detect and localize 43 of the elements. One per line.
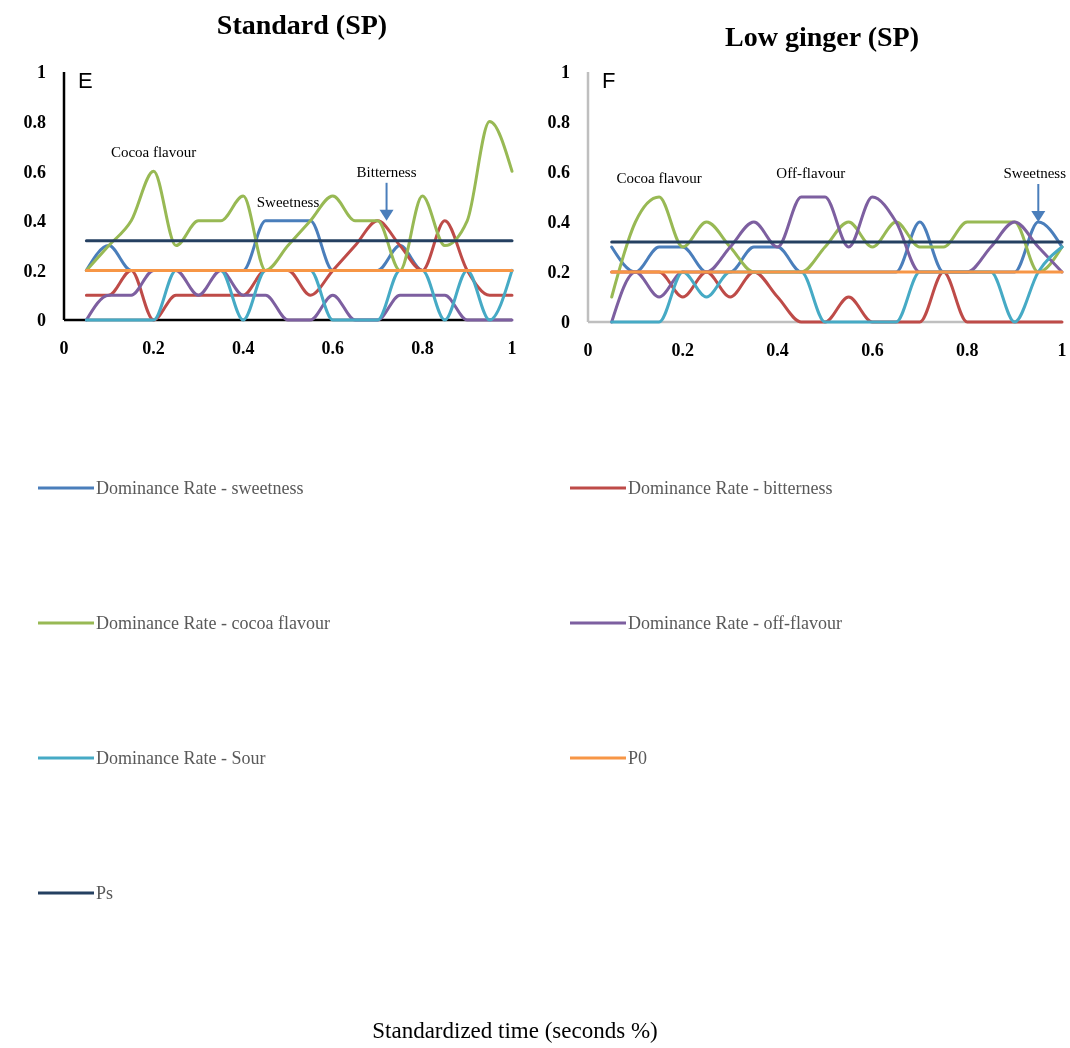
legend-label: Dominance Rate - sweetness — [96, 478, 304, 499]
annotation: Bitterness — [356, 163, 417, 180]
y-tick-label: 0.4 — [23, 211, 46, 232]
x-tick-label: 0.6 — [861, 340, 884, 360]
x-tick-label: 0.2 — [142, 338, 165, 358]
annotation: Sweetness — [1003, 165, 1067, 181]
x-tick-label: 0.4 — [231, 338, 255, 358]
y-tick-label: 0.8 — [23, 111, 46, 132]
annotation: Cocoa flavour — [110, 144, 197, 161]
annotation: Off-flavour — [776, 165, 846, 181]
legend-label: P0 — [628, 748, 648, 769]
y-tick-label: 0.8 — [547, 112, 570, 133]
x-tick-label: 0.2 — [671, 340, 695, 360]
legend-label: Dominance Rate - bitterness — [628, 478, 833, 499]
x-axis-title: Standardized time (seconds %) — [372, 1018, 658, 1043]
chart-title: Standard (SP) — [216, 9, 388, 40]
x-tick-label: 0 — [583, 340, 593, 360]
line-series — [84, 120, 514, 272]
y-tick-label: 0.4 — [547, 212, 570, 233]
x-tick-label: 1 — [1057, 340, 1067, 360]
y-tick-label: 0.2 — [23, 260, 46, 281]
legend-label: Dominance Rate - off-flavour — [628, 613, 843, 634]
legend-label: Dominance Rate - cocoa flavour — [96, 613, 330, 634]
legend-label: Dominance Rate - Sour — [96, 748, 266, 769]
chart-subtitle: F — [602, 68, 616, 93]
y-tick-label: 0.6 — [23, 161, 46, 182]
x-tick-label: 0.4 — [766, 340, 789, 360]
annotation: Sweetness — [256, 193, 320, 210]
chart-subtitle: E — [78, 68, 93, 93]
x-tick-label: 0.8 — [955, 340, 979, 360]
legend-label: Ps — [96, 883, 114, 904]
annotation: Cocoa flavour — [616, 170, 702, 186]
x-tick-label: 0.6 — [321, 338, 345, 358]
y-tick-label: 1 — [561, 62, 570, 83]
y-tick-label: 0 — [561, 312, 570, 333]
y-tick-label: 0.2 — [547, 262, 570, 283]
y-tick-label: 1 — [37, 62, 46, 83]
y-tick-label: 0.6 — [547, 162, 570, 183]
x-tick-label: 0 — [59, 338, 69, 358]
x-tick-label: 0.8 — [411, 338, 434, 358]
y-tick-label: 0 — [37, 310, 46, 331]
x-tick-label: 1 — [507, 338, 517, 358]
chart-title: Low ginger (SP) — [725, 21, 919, 52]
